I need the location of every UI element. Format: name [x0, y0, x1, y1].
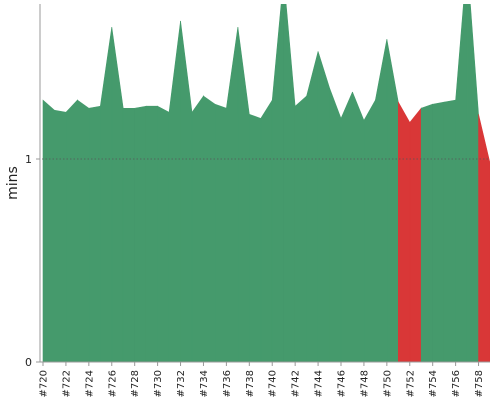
area-segment-722 — [54, 109, 67, 362]
x-tick-label-734[interactable]: #734 — [199, 370, 210, 397]
area-segment-734 — [191, 95, 204, 362]
area-segment-750 — [375, 39, 388, 362]
area-segment-754 — [420, 103, 433, 362]
y-tick-label-1: 1 — [25, 153, 32, 166]
area-segment-730 — [145, 105, 158, 362]
area-segment-745 — [317, 51, 330, 362]
area-segment-721 — [42, 99, 55, 362]
area-segment-755 — [432, 101, 445, 362]
area-series — [42, 4, 490, 362]
area-segment-747 — [340, 91, 353, 362]
x-tick-label-756[interactable]: #756 — [451, 370, 462, 397]
area-segment-740 — [260, 99, 273, 362]
x-tick-label-758[interactable]: #758 — [474, 370, 485, 397]
area-segment-753 — [409, 107, 422, 362]
area-segment-759 — [478, 114, 490, 362]
area-segment-725 — [88, 105, 101, 362]
area-segment-752 — [398, 101, 411, 362]
area-segment-756 — [443, 99, 456, 362]
x-tick-label-740[interactable]: #740 — [268, 370, 279, 397]
area-segment-757 — [455, 4, 468, 362]
x-tick-label-722[interactable]: #722 — [61, 370, 72, 397]
area-segment-744 — [306, 51, 319, 362]
area-segment-741 — [271, 4, 284, 362]
x-tick-label-732[interactable]: #732 — [176, 370, 187, 397]
area-segment-726 — [100, 27, 113, 362]
area-segment-737 — [226, 27, 239, 362]
area-segment-729 — [134, 105, 147, 362]
area-segment-731 — [157, 105, 170, 362]
x-tick-label-736[interactable]: #736 — [222, 370, 233, 397]
x-tick-label-738[interactable]: #738 — [245, 370, 256, 397]
area-segment-735 — [203, 95, 216, 362]
x-tick-label-752[interactable]: #752 — [405, 370, 416, 397]
x-tick-label-728[interactable]: #728 — [130, 370, 141, 397]
area-segment-728 — [122, 107, 135, 362]
area-segment-736 — [214, 103, 227, 362]
area-segment-724 — [77, 99, 90, 362]
area-segment-758 — [466, 4, 479, 362]
y-ticks: 01 — [25, 153, 40, 369]
x-tick-label-730[interactable]: #730 — [153, 370, 164, 397]
x-tick-label-724[interactable]: #724 — [84, 370, 95, 397]
area-segment-748 — [352, 91, 365, 362]
x-tick-label-754[interactable]: #754 — [428, 370, 439, 397]
area-segment-727 — [111, 27, 124, 362]
area-segment-743 — [294, 95, 307, 362]
area-segment-733 — [180, 20, 193, 362]
area-segment-749 — [363, 98, 376, 362]
area-segment-746 — [329, 87, 342, 362]
x-tick-label-746[interactable]: #746 — [337, 370, 348, 397]
x-tick-label-726[interactable]: #726 — [107, 370, 118, 397]
x-ticks: #720 #722 #724 #726 #728 #730 #732 #734 #736 #738… — [39, 362, 485, 397]
area-segment-751 — [386, 39, 399, 362]
area-segment-742 — [283, 4, 296, 362]
y-tick-label-0: 0 — [25, 356, 32, 369]
area-segment-738 — [237, 27, 250, 362]
x-tick-label-744[interactable]: #744 — [314, 370, 325, 397]
x-tick-label-748[interactable]: #748 — [359, 370, 370, 397]
area-segment-723 — [65, 99, 78, 362]
x-tick-label-742[interactable]: #742 — [291, 370, 302, 397]
x-tick-label-750[interactable]: #750 — [382, 370, 393, 397]
y-axis-label: mins — [5, 166, 21, 200]
area-segment-739 — [249, 113, 262, 362]
area-segment-732 — [168, 20, 181, 362]
x-tick-label-720[interactable]: #720 — [39, 370, 50, 397]
